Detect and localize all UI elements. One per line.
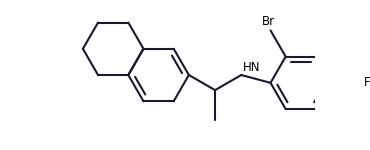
Text: F: F — [364, 76, 370, 89]
Text: Br: Br — [262, 15, 275, 28]
Text: HN: HN — [242, 61, 260, 74]
